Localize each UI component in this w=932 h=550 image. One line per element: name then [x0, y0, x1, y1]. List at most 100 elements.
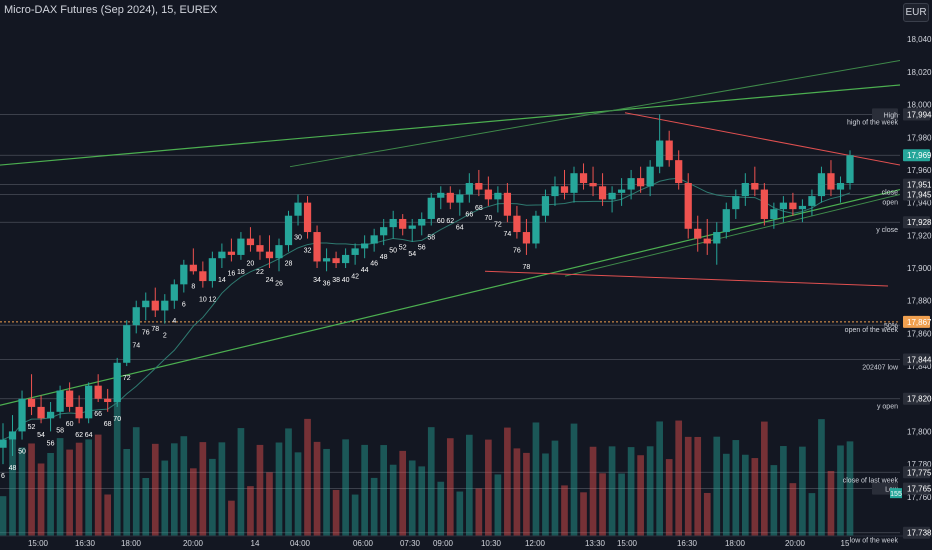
volume-bar	[513, 448, 521, 536]
level-name-label: low of the week	[850, 538, 899, 545]
price-tag-value: 17,844	[907, 356, 932, 365]
volume-bar	[323, 448, 330, 536]
bar-number-label: 4	[172, 318, 176, 325]
volume-bar	[780, 446, 787, 536]
bar-number-label: 14	[218, 277, 226, 284]
candle-body	[161, 300, 169, 311]
channel-line-upper	[289, 59, 901, 168]
y-tick-label: 17,880	[907, 297, 932, 306]
candle-body	[56, 390, 64, 412]
x-tick-label: 06:00	[353, 539, 374, 548]
candle-body	[456, 194, 464, 203]
volume-bar	[266, 472, 273, 536]
price-tag	[903, 178, 930, 191]
upper-trend-line	[0, 84, 901, 166]
bar-number-label: 2	[163, 333, 167, 340]
candle-body	[237, 238, 245, 255]
volume-bar	[446, 438, 454, 536]
candle-body	[694, 228, 702, 239]
candle-body	[608, 192, 616, 200]
bar-number-label: 58	[56, 427, 64, 434]
volume-bar	[542, 453, 549, 536]
volume-bar	[408, 460, 416, 536]
volume-bar	[123, 448, 131, 536]
support-line	[484, 270, 889, 287]
y-tick-label: 17,980	[907, 133, 932, 142]
bar-number-label: 32	[304, 248, 312, 255]
volume-bar	[532, 422, 540, 536]
bar-number-label: 78	[151, 326, 159, 333]
candle-body	[684, 183, 692, 229]
chart-title: Micro-DAX Futures (Sep 2024), 15, EUREX	[4, 4, 218, 16]
price-tag-value: 17,928	[907, 218, 932, 227]
volume-bar	[523, 452, 530, 536]
price-tag-value: 17,951	[907, 181, 932, 190]
candle-body	[199, 271, 207, 282]
level-name-label: y open	[877, 404, 898, 411]
candle-body	[94, 385, 102, 399]
candle-body	[123, 325, 131, 363]
candle-body	[341, 254, 350, 264]
x-tick-label: 07:30	[400, 539, 421, 548]
candle-body	[503, 192, 512, 216]
x-tick-label: 12:00	[525, 539, 546, 548]
x-tick-label: 15	[841, 539, 850, 548]
currency-button[interactable]: EUR	[903, 3, 929, 22]
volume-bar	[361, 444, 368, 536]
price-tag	[903, 188, 930, 201]
volume-bar	[237, 428, 245, 536]
volume-bar	[818, 419, 825, 536]
x-tick-label: 20:00	[183, 539, 204, 548]
candle-body	[836, 183, 845, 190]
volume-bar	[332, 489, 340, 536]
candle-body	[817, 173, 826, 197]
candle-body	[389, 218, 397, 228]
volume-tag-value: 155	[890, 491, 902, 498]
x-tick-label: 16:30	[677, 539, 698, 548]
volume-bar	[66, 449, 73, 536]
volume-bar	[9, 439, 16, 536]
x-tick-label: 18:00	[121, 539, 142, 548]
candle-body	[427, 197, 435, 219]
candle-body	[713, 232, 721, 244]
level-name-label: open	[882, 199, 898, 206]
volume-bar	[304, 418, 311, 536]
candle-body	[246, 238, 255, 246]
candle-body	[579, 173, 588, 184]
candle-body	[151, 300, 159, 311]
volume-bar	[247, 486, 254, 536]
candle-body	[541, 196, 550, 216]
bar-number-label: 68	[475, 205, 483, 212]
candle-body	[208, 258, 216, 282]
volume-bar	[837, 445, 844, 536]
bar-number-label: 12	[208, 297, 216, 304]
candle-body	[722, 209, 730, 233]
volume-bar	[389, 464, 397, 536]
candle-body	[275, 245, 283, 259]
candle-body	[484, 189, 492, 200]
volume-bar	[37, 463, 45, 536]
bar-number-label: 64	[85, 432, 93, 439]
y-tick-label: 18,040	[907, 35, 932, 44]
volume-bar	[113, 396, 121, 536]
volume-bar	[18, 447, 26, 536]
price-tag	[903, 392, 930, 405]
candle-body	[617, 189, 626, 193]
bar-number-label: 66	[94, 411, 102, 418]
price-tag	[903, 216, 930, 229]
candle-body	[551, 186, 559, 197]
volume-bar	[28, 443, 35, 536]
bar-number-label: 44	[361, 267, 369, 274]
candle-body	[675, 160, 683, 184]
candle-body	[189, 264, 197, 272]
volume-bar	[485, 439, 492, 536]
x-tick-label: 20:00	[785, 539, 806, 548]
candle-body	[475, 183, 483, 190]
candle-body	[408, 225, 416, 229]
volume-bar	[827, 470, 835, 536]
level-name-label: close of last week	[843, 477, 899, 484]
candle-body	[522, 232, 531, 244]
y-tick-label: 17,840	[907, 362, 932, 371]
